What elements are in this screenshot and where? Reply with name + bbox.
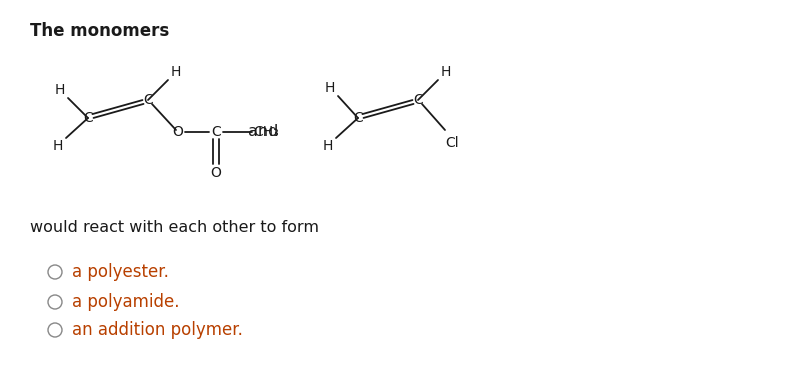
Text: C: C xyxy=(413,93,423,107)
Text: H: H xyxy=(53,139,63,153)
Text: CH₃: CH₃ xyxy=(253,125,279,139)
Text: C: C xyxy=(353,111,363,125)
Text: H: H xyxy=(323,139,333,153)
Text: C: C xyxy=(211,125,221,139)
Text: C: C xyxy=(83,111,93,125)
Text: O: O xyxy=(210,166,222,180)
Text: a polyester.: a polyester. xyxy=(72,263,169,281)
Text: H: H xyxy=(171,65,181,79)
Text: an addition polymer.: an addition polymer. xyxy=(72,321,243,339)
Text: C: C xyxy=(143,93,153,107)
Text: would react with each other to form: would react with each other to form xyxy=(30,220,319,236)
Text: The monomers: The monomers xyxy=(30,22,169,40)
Text: O: O xyxy=(172,125,184,139)
Text: H: H xyxy=(441,65,451,79)
Text: a polyamide.: a polyamide. xyxy=(72,293,180,311)
Text: H: H xyxy=(324,81,335,95)
Text: H: H xyxy=(55,83,66,97)
Text: and: and xyxy=(248,125,278,140)
Text: Cl: Cl xyxy=(445,136,459,150)
